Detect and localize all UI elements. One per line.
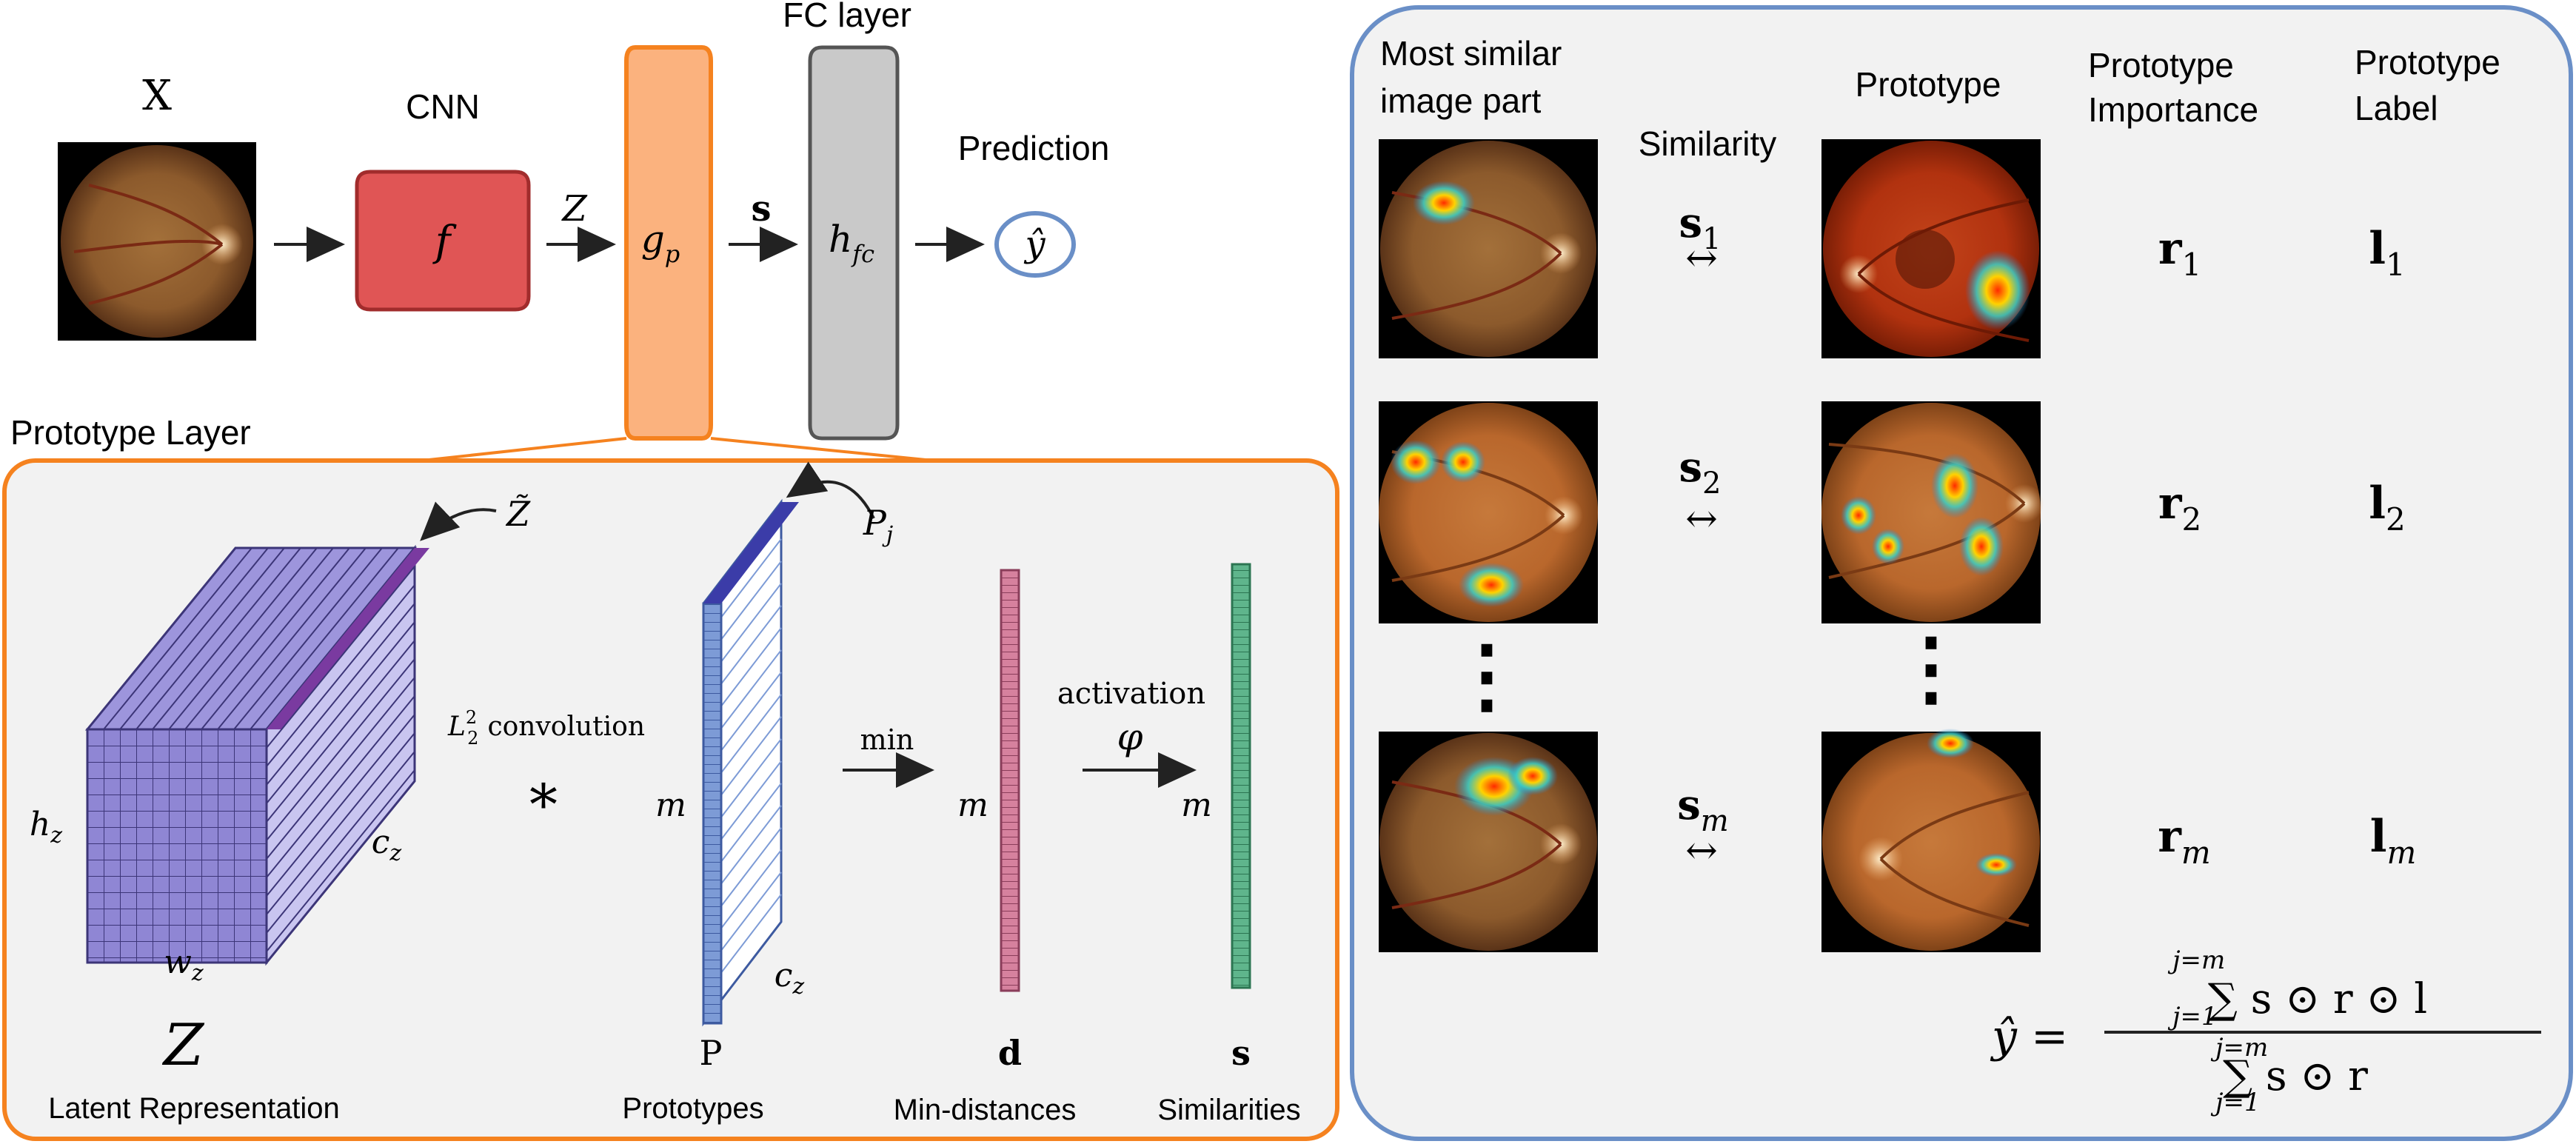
row-2: s2 ↔ r2 l2 — [1379, 401, 2406, 623]
d-label: d — [998, 1033, 1022, 1073]
prototype-image-2 — [1821, 401, 2044, 623]
latent-cube — [84, 544, 429, 966]
importance-rm: rm — [2158, 811, 2210, 871]
similarity-s2: s2 — [1679, 443, 1722, 501]
z-big-label: Z — [161, 1012, 205, 1079]
sim-arrow-1: ↔ — [1685, 236, 1718, 281]
similarity-s1: s1 — [1679, 198, 1722, 256]
latent-caption: Latent Representation — [48, 1092, 340, 1125]
row-m: sm ↔ rm lm — [1379, 729, 2416, 952]
wz-text: wz — [164, 943, 204, 986]
col-importance-1: Prototype — [2088, 46, 2234, 84]
label-lm: lm — [2370, 811, 2417, 871]
col-similarity: Similarity — [1639, 124, 1777, 163]
col-importance-2: Importance — [2088, 90, 2258, 129]
col-most-similar-2: image part — [1380, 81, 1542, 120]
prototypes-caption: Prototypes — [622, 1092, 763, 1125]
importance-r1: r1 — [2158, 223, 2201, 283]
conv-symbol: ∗ — [524, 760, 563, 826]
z-label: Z — [561, 188, 588, 230]
conv-label: L2 2 convolution — [447, 707, 645, 749]
zoom-line-right — [710, 437, 934, 462]
fc-block — [808, 45, 900, 441]
prototype-layer-title: Prototype Layer — [10, 413, 251, 452]
col-most-similar-1: Most similar — [1380, 34, 1562, 73]
pj-arrow — [786, 461, 875, 519]
ztilde-label: Z̃ — [505, 494, 531, 534]
prototypes-slab — [702, 498, 799, 1027]
gp-block — [624, 45, 713, 441]
cz2-label: cz — [775, 957, 805, 1000]
formula-den-upper: j=m — [2210, 1033, 2268, 1063]
s-label: s — [751, 188, 771, 230]
min-label: min — [860, 723, 914, 756]
hfc-label: hfc — [829, 218, 874, 268]
mindist-caption: Min-distances — [894, 1094, 1077, 1126]
explanation-panel: Most similar image part Similarity Proto… — [1350, 5, 2573, 1141]
similarities-column — [1231, 563, 1251, 989]
similarities-caption: Similarities — [1157, 1094, 1300, 1126]
similar-part-image-2 — [1379, 401, 1598, 623]
sim-arrow-2: ↔ — [1685, 497, 1718, 541]
gp-label: gp — [641, 218, 680, 268]
formula-numerator: ∑ s ⊙ r ⊙ l — [2208, 975, 2427, 1023]
ellipsis-right: ⋮ — [1890, 620, 1972, 715]
col-prototype: Prototype — [1856, 65, 2001, 104]
input-label: X — [142, 72, 172, 120]
activation-label: activation — [1057, 677, 1205, 711]
ellipsis-left: ⋮ — [1446, 627, 1528, 723]
sim-arrow-m: ↔ — [1685, 829, 1718, 873]
cnn-block — [355, 170, 531, 312]
formula-den-lower: j=1 — [2210, 1088, 2261, 1117]
m1-label: m — [655, 786, 686, 824]
m2-label: m — [957, 786, 988, 824]
similar-part-image-m — [1379, 732, 1598, 952]
prediction-title: Prediction — [958, 129, 1110, 167]
p-label: P — [700, 1033, 723, 1073]
s2-label: s — [1231, 1033, 1251, 1073]
importance-r2: r2 — [2158, 478, 2201, 538]
input-fundus-image — [58, 142, 256, 341]
pipeline: X CNN f Z gp s FC layer hfc Prediction ŷ — [58, 0, 1110, 462]
formula-num-upper: j=m — [2167, 946, 2225, 975]
similar-part-image-1 — [1379, 139, 1598, 358]
prototype-image-1 — [1821, 139, 2041, 358]
zoom-line-left — [421, 437, 627, 462]
prediction-formula: ŷ = ∑ s ⊙ r ⊙ l j=m j=1 ∑ s ⊙ r j=m j=1 — [1990, 946, 2541, 1117]
m3-label: m — [1181, 786, 1212, 824]
label-l1: l1 — [2369, 223, 2406, 283]
prediction-node — [994, 211, 1076, 278]
col-label-2: Label — [2355, 89, 2438, 127]
pj-label: Pj — [863, 503, 893, 548]
formula-num-lower: j=1 — [2167, 1002, 2218, 1031]
cnn-title: CNN — [406, 87, 480, 126]
row-1: s1 ↔ r1 l1 — [1379, 139, 2406, 358]
col-label-1: Prototype — [2355, 43, 2500, 81]
hz-label: hz — [30, 806, 62, 849]
prototype-image-m — [1821, 729, 2041, 952]
label-l2: l2 — [2369, 478, 2406, 538]
fc-title: FC layer — [783, 0, 911, 34]
ztilde-arrow — [420, 501, 497, 541]
similarity-sm: sm — [1677, 780, 1728, 838]
yhat-label: ŷ — [1023, 224, 1046, 265]
cz-label: cz — [372, 823, 402, 866]
phi-label: φ — [1117, 715, 1143, 758]
formula-denominator: ∑ s ⊙ r — [2223, 1052, 2368, 1100]
prototype-layer: Prototype Layer Z̃ hz wz cz Z Latent Rep… — [2, 413, 1339, 1141]
formula-lhs: ŷ = — [1990, 1011, 2068, 1063]
min-distances-column — [1000, 569, 1020, 992]
